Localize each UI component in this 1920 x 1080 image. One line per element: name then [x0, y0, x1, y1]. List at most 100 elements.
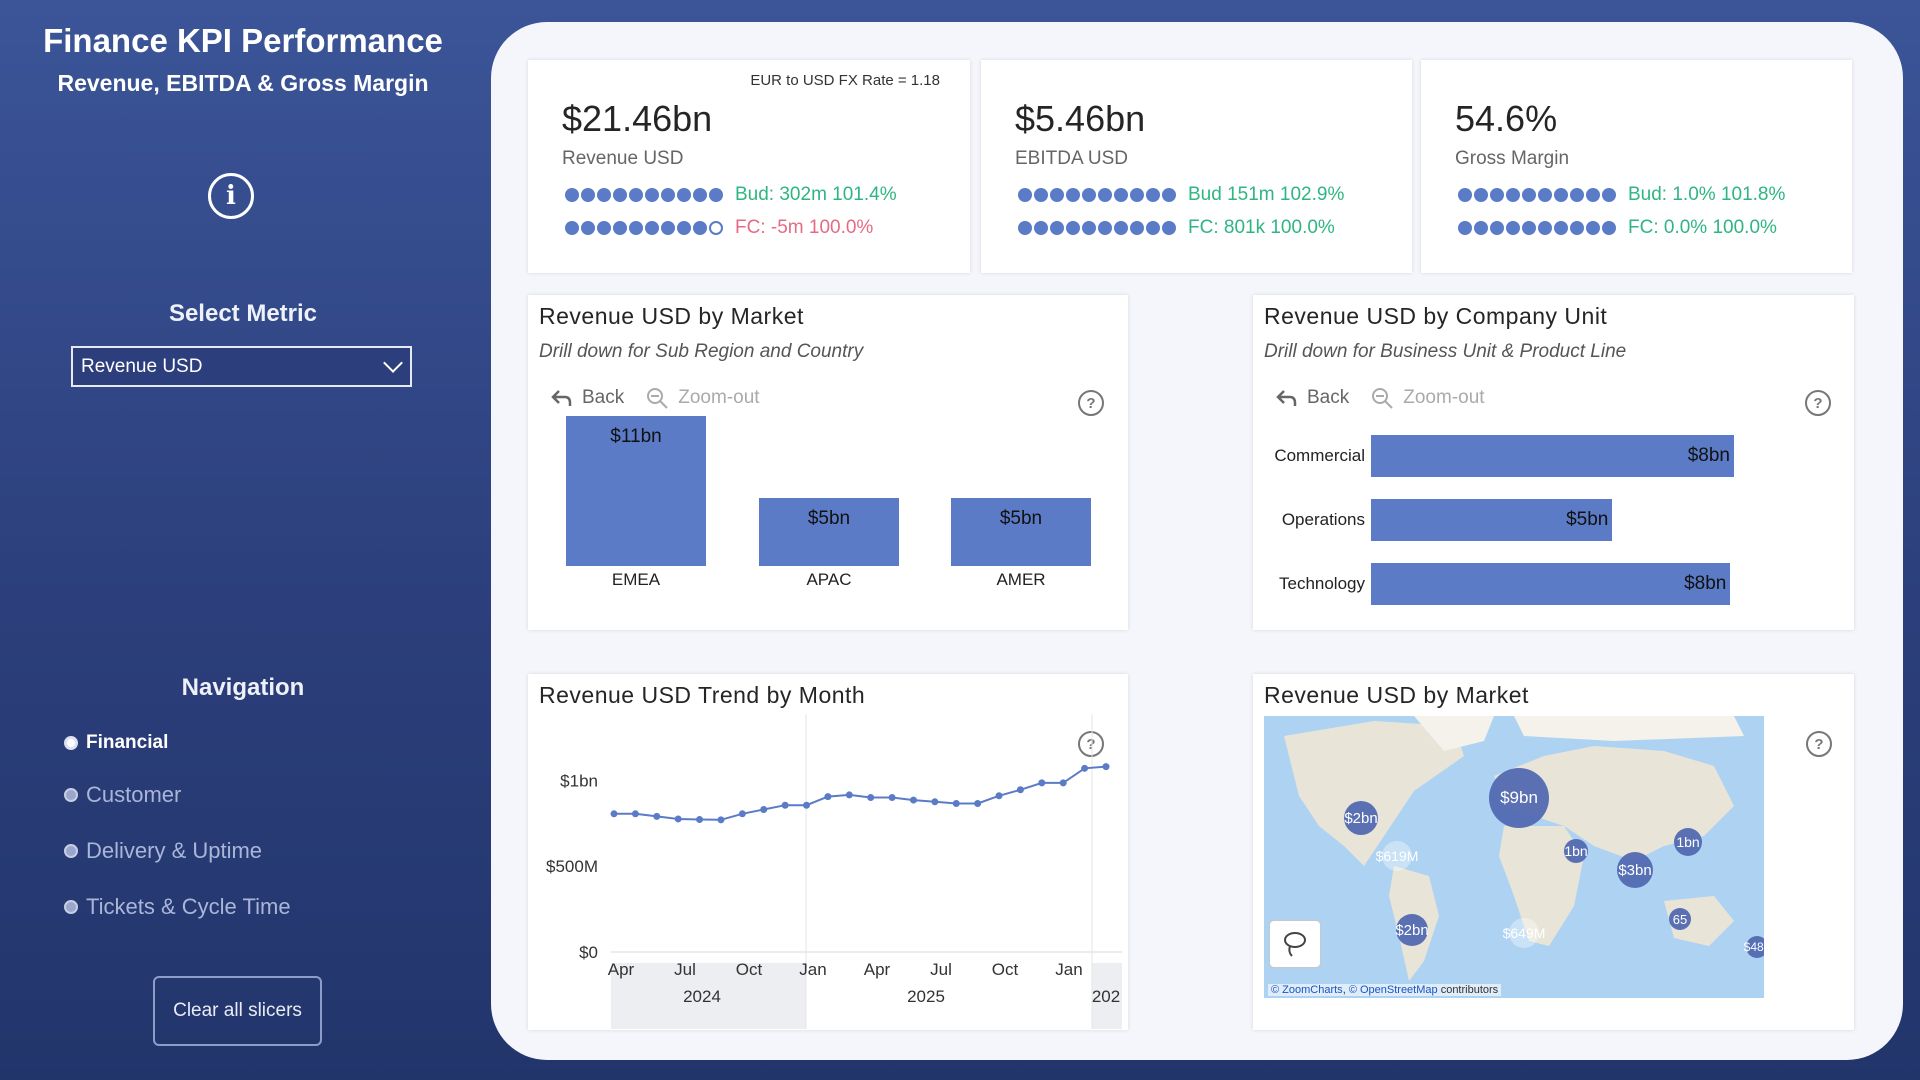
data-point[interactable] [1081, 764, 1089, 772]
back-button[interactable]: Back [1275, 387, 1349, 409]
data-point[interactable] [781, 801, 789, 809]
company-unit-bar-card: Revenue USD by Company Unit Drill down f… [1253, 295, 1854, 630]
info-icon[interactable]: i [208, 173, 254, 219]
data-point[interactable] [696, 815, 704, 823]
year-band [1092, 963, 1122, 1029]
market-map-card: Revenue USD by Market ? $9bn $2bn $619M … [1253, 674, 1854, 1030]
data-point[interactable] [909, 796, 917, 804]
map-bubble[interactable]: 1bn [1564, 839, 1588, 863]
kpi-value: $21.46bn [562, 98, 713, 139]
progress-dot [565, 188, 579, 202]
kpi-label: Gross Margin [1455, 148, 1570, 169]
back-arrow-icon [551, 390, 572, 406]
kpi-label: EBITDA USD [1015, 148, 1128, 169]
nav-item-delivery-uptime[interactable]: Delivery & Uptime [64, 838, 262, 864]
data-point[interactable] [717, 816, 725, 824]
map-bubble[interactable]: $487 [1744, 936, 1764, 958]
x-tick-label: Jan [799, 960, 826, 979]
radio-dot-icon [64, 900, 78, 914]
progress-dot [1130, 221, 1144, 235]
back-button[interactable]: Back [550, 387, 624, 409]
progress-dot [1490, 188, 1504, 202]
zoom-out-button[interactable]: Zoom-out [1371, 387, 1485, 409]
metric-dropdown[interactable]: Revenue USD [71, 346, 412, 387]
map-bubble[interactable]: 1bn [1674, 828, 1702, 856]
year-label: 2025 [907, 987, 945, 1006]
openstreetmap-link[interactable]: © OpenStreetMap [1348, 984, 1438, 996]
help-icon[interactable]: ? [1078, 731, 1104, 757]
bar[interactable] [951, 497, 1091, 566]
help-icon[interactable]: ? [1078, 390, 1104, 416]
data-point[interactable] [1016, 786, 1024, 794]
bar[interactable] [1371, 563, 1731, 605]
world-map[interactable]: $9bn $2bn $619M 1bn $3bn 1bn $2bn $649M … [1264, 716, 1764, 998]
nav-item-label: Customer [86, 782, 182, 807]
map-bubble[interactable]: $619M [1376, 841, 1418, 871]
select-metric-label: Select Metric [168, 300, 318, 327]
data-point[interactable] [845, 791, 853, 799]
bar-value-label: $8bn [1684, 573, 1727, 594]
data-point[interactable] [824, 793, 832, 801]
progress-dot [1066, 221, 1080, 235]
map-bubble[interactable]: $9bn [1489, 768, 1549, 828]
zoomcharts-link[interactable]: © ZoomCharts [1271, 984, 1343, 996]
progress-dot [565, 221, 579, 235]
progress-dot [1018, 221, 1032, 235]
attribution-suffix: contributors [1437, 984, 1499, 996]
data-point[interactable] [952, 800, 960, 808]
budget-text: Bud: 1.0% 101.8% [1628, 184, 1786, 205]
kpi-budget-row: Bud 151m 102.9% [1018, 184, 1344, 206]
help-icon[interactable]: ? [1806, 731, 1832, 757]
nav-item-tickets-cycle-time[interactable]: Tickets & Cycle Time [64, 894, 291, 920]
data-point[interactable] [610, 810, 618, 818]
nav-item-customer[interactable]: Customer [64, 782, 181, 808]
progress-dot [1098, 221, 1112, 235]
data-point[interactable] [888, 794, 896, 801]
data-point[interactable] [738, 810, 746, 818]
data-point[interactable] [1059, 779, 1067, 787]
x-tick-label: Oct [992, 960, 1019, 979]
lasso-button[interactable] [1269, 920, 1321, 968]
data-point[interactable] [867, 794, 875, 801]
data-point[interactable] [931, 798, 939, 806]
help-icon[interactable]: ? [1805, 390, 1831, 416]
data-point[interactable] [653, 812, 661, 820]
data-point[interactable] [1102, 763, 1110, 771]
zoom-out-button[interactable]: Zoom-out [646, 387, 760, 409]
bar-value-label: $8bn [1687, 445, 1730, 466]
map-bubble[interactable]: $2bn [1344, 801, 1378, 835]
map-bubble[interactable]: $3bn [1617, 852, 1653, 888]
data-point[interactable] [803, 801, 811, 809]
data-point[interactable] [995, 792, 1003, 800]
nav-item-financial[interactable]: Financial [64, 732, 168, 754]
bar-value-label: $5bn [999, 507, 1043, 529]
bar[interactable] [1371, 499, 1613, 541]
bar[interactable] [566, 416, 706, 566]
bar[interactable] [759, 497, 899, 566]
navigation-label: Navigation [181, 674, 305, 701]
map-bubble[interactable]: $2bn [1395, 914, 1429, 946]
progress-dot [1114, 188, 1128, 202]
map-bubble[interactable]: 65 [1669, 908, 1691, 930]
progress-dot [1586, 221, 1600, 235]
data-point[interactable] [1038, 779, 1046, 787]
data-point[interactable] [760, 806, 768, 814]
data-point[interactable] [674, 815, 682, 823]
kpi-budget-row: Bud: 1.0% 101.8% [1458, 184, 1785, 206]
category-label: Operations [1281, 510, 1365, 529]
bar[interactable] [1371, 435, 1734, 477]
progress-dot [1146, 188, 1160, 202]
progress-dot [1570, 188, 1584, 202]
clear-all-slicers-button[interactable]: Clear all slicers [153, 976, 322, 1046]
data-point[interactable] [631, 810, 639, 818]
progress-dot [1082, 221, 1096, 235]
map-bubble[interactable]: $649M [1503, 918, 1545, 948]
kpi-forecast-row: FC: -5m 100.0% [565, 217, 873, 239]
trend-line-plot: $0 $500M $1bn Apr Jul Oct Jan Apr Jul Oct Jan 2024 2… [546, 714, 1122, 1029]
chevron-down-icon [383, 353, 403, 373]
progress-dot [597, 221, 611, 235]
nav-item-label: Delivery & Uptime [86, 838, 263, 863]
data-point[interactable] [974, 800, 982, 808]
forecast-text: FC: -5m 100.0% [735, 217, 874, 238]
budget-progress-dots [1458, 188, 1618, 202]
